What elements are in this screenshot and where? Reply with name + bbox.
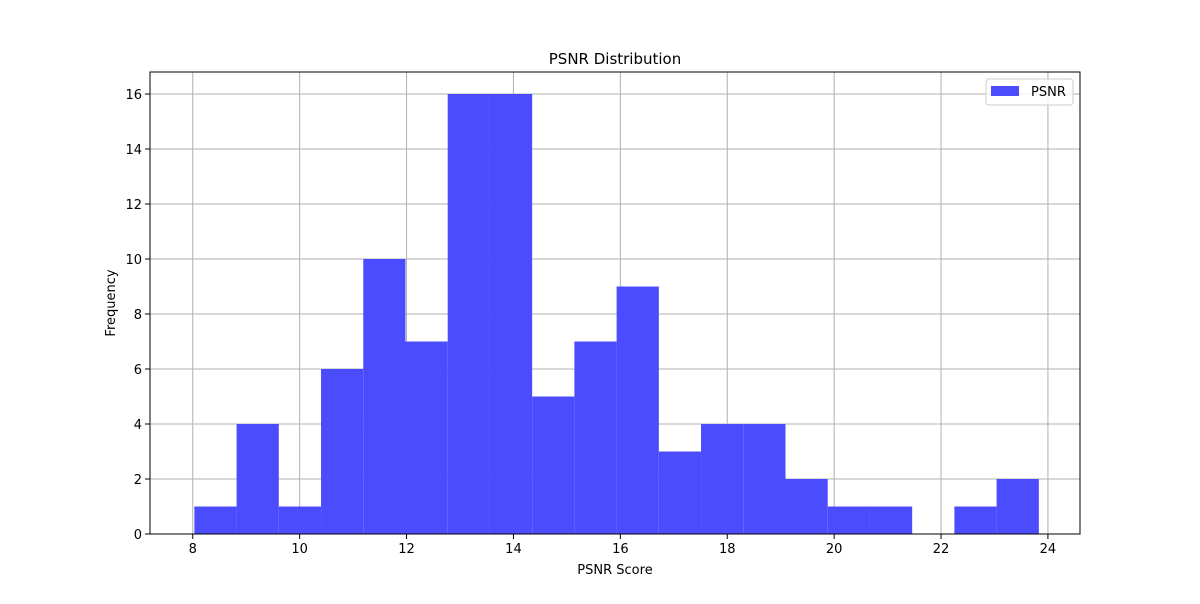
histogram-bar-10 [616, 286, 659, 534]
y-tick-label-8: 8 [134, 308, 142, 323]
y-tick-label-2: 2 [134, 473, 142, 488]
y-tick-label-16: 16 [125, 88, 142, 103]
histogram-bar-4 [363, 259, 406, 534]
legend: PSNR [985, 78, 1074, 106]
y-tick-label-12: 12 [125, 198, 142, 213]
x-tick-label-16: 16 [612, 542, 629, 557]
x-tick-label-24: 24 [1040, 542, 1057, 557]
x-tick-label-8: 8 [189, 542, 197, 557]
y-axis-label: Frequency [104, 269, 119, 336]
histogram-bar-18 [954, 506, 997, 534]
histogram-bar-8 [532, 396, 575, 534]
histogram-bar-6 [447, 94, 490, 534]
legend-label-psnr: PSNR [1031, 85, 1066, 100]
y-tick-label-0: 0 [134, 528, 142, 543]
legend-swatch-psnr [991, 86, 1019, 96]
chart-title: PSNR Distribution [549, 50, 682, 68]
histogram-bar-9 [574, 341, 617, 534]
histogram-bar-5 [405, 341, 448, 534]
histogram-bar-3 [321, 369, 364, 534]
histogram-bars [194, 94, 1039, 534]
axes-frame [149, 71, 1081, 535]
x-tick-label-10: 10 [291, 542, 308, 557]
histogram-bar-0 [194, 506, 237, 534]
legend-frame [985, 78, 1074, 106]
y-tick-label-14: 14 [125, 143, 142, 158]
histogram-bar-13 [743, 424, 786, 534]
histogram-bar-15 [827, 506, 870, 534]
histogram-bar-16 [869, 506, 913, 534]
histogram-bar-12 [701, 424, 744, 534]
histogram-bar-11 [658, 451, 702, 534]
x-tick-label-12: 12 [398, 542, 415, 557]
x-axis-ticks: 8 10 12 14 16 18 20 22 24 [189, 534, 1057, 557]
x-tick-label-18: 18 [719, 542, 736, 557]
histogram-bar-7 [489, 94, 533, 534]
x-tick-label-20: 20 [826, 542, 843, 557]
y-axis-ticks: 0 2 4 6 8 10 12 14 16 [125, 88, 150, 543]
x-tick-label-22: 22 [933, 542, 950, 557]
histogram-bar-2 [278, 506, 322, 534]
histogram-bar-14 [785, 479, 828, 534]
y-tick-label-4: 4 [134, 418, 142, 433]
y-tick-label-6: 6 [134, 363, 142, 378]
histogram-bar-19 [996, 479, 1039, 534]
histogram-bar-1 [236, 424, 279, 534]
x-axis-label: PSNR Score [577, 563, 652, 578]
x-tick-label-14: 14 [505, 542, 522, 557]
y-tick-label-10: 10 [125, 253, 142, 268]
